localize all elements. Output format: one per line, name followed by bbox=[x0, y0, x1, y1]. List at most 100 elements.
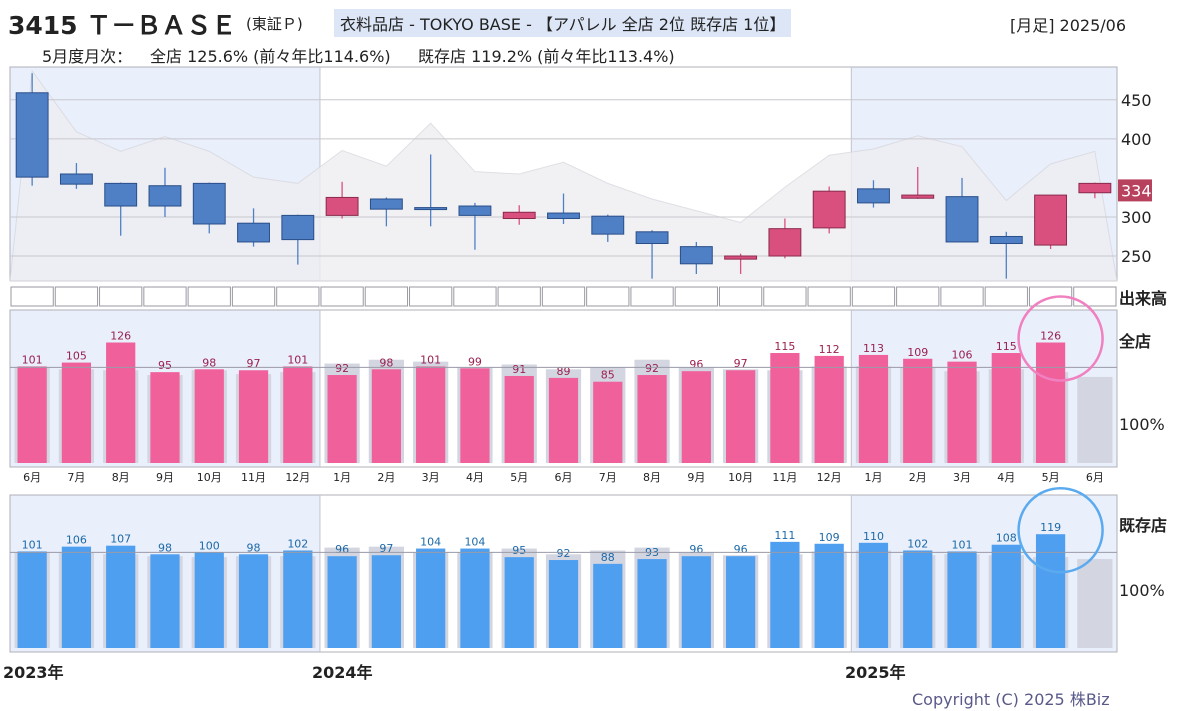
existing-store-value-label: 106 bbox=[66, 534, 87, 547]
industry-tag: 衣料品店 - TOKYO BASE - 【アパレル 全店 2位 既存店 1位】 bbox=[334, 9, 792, 37]
all-store-bar bbox=[903, 358, 933, 463]
all-store-month-label: 8月 bbox=[643, 471, 661, 484]
candle-body bbox=[414, 207, 448, 211]
volume-cell bbox=[763, 286, 807, 307]
all-store-month-label: 8月 bbox=[112, 471, 130, 484]
all-store-month-label: 6月 bbox=[23, 471, 41, 484]
candle-body bbox=[192, 182, 226, 225]
summary-existing-store: 既存店 119.2% (前々年比113.4%) bbox=[418, 47, 675, 66]
exchange-label: (東証Ｐ) bbox=[246, 15, 303, 33]
period-label: [月足] 2025/06 bbox=[1009, 16, 1126, 35]
all-store-bar bbox=[238, 370, 269, 463]
existing-store-value-label: 101 bbox=[22, 538, 43, 551]
all-store-month-label: 6月 bbox=[555, 471, 573, 484]
price-panel: 250 300 400 450 334 bbox=[9, 69, 1152, 282]
shaded-period bbox=[851, 310, 1117, 467]
all-store-month-label: 3月 bbox=[953, 471, 971, 484]
existing-store-bar bbox=[858, 542, 889, 648]
candle-body bbox=[15, 92, 49, 178]
all-store-month-label: 11月 bbox=[241, 471, 266, 484]
candle-body bbox=[281, 214, 315, 241]
candle-body bbox=[148, 185, 182, 207]
all-store-bar bbox=[416, 366, 446, 463]
all-store-month-label: 2月 bbox=[377, 471, 395, 484]
all-store-month-label: 4月 bbox=[466, 471, 484, 484]
existing-store-100-label: 100% bbox=[1119, 581, 1165, 600]
candle-body bbox=[724, 255, 758, 260]
existing-store-bar bbox=[947, 551, 977, 648]
existing-store-bar bbox=[814, 543, 844, 648]
all-store-value-label: 115 bbox=[774, 340, 795, 353]
candle-body bbox=[945, 196, 979, 243]
all-store-bar bbox=[371, 369, 401, 463]
volume-cell bbox=[453, 286, 497, 307]
volume-label: 出来高 bbox=[1119, 289, 1168, 308]
panel-frame bbox=[9, 309, 1118, 468]
existing-store-bar bbox=[416, 548, 446, 648]
existing-store-value-label: 98 bbox=[247, 541, 261, 554]
volume-cell bbox=[630, 286, 674, 307]
existing-store-bar bbox=[283, 550, 313, 648]
all-store-month-label: 4月 bbox=[997, 471, 1015, 484]
all-store-value-label: 97 bbox=[734, 357, 748, 370]
existing-store-value-label: 104 bbox=[420, 536, 441, 549]
candle-body bbox=[104, 182, 138, 207]
existing-store-value-label: 96 bbox=[689, 543, 703, 556]
shaded-period bbox=[851, 495, 1117, 652]
year-label-2023: 2023年 bbox=[3, 663, 64, 682]
all-store-month-label: 9月 bbox=[156, 471, 174, 484]
candle-body bbox=[989, 235, 1023, 245]
all-store-bar bbox=[770, 353, 800, 463]
all-store-month-label: 1月 bbox=[333, 471, 351, 484]
existing-store-bar bbox=[327, 556, 357, 648]
existing-store-value-label: 95 bbox=[512, 544, 526, 557]
existing-store-bar bbox=[903, 550, 933, 648]
volume-cell bbox=[940, 286, 984, 307]
existing-store-bar bbox=[238, 554, 269, 648]
panel-frame bbox=[9, 494, 1118, 653]
all-store-bar bbox=[504, 375, 534, 463]
volume-cell bbox=[99, 286, 143, 307]
all-store-100-label: 100% bbox=[1119, 415, 1165, 434]
all-store-month-label: 12月 bbox=[817, 471, 842, 484]
all-store-highlight-circle bbox=[1017, 295, 1104, 382]
all-store-bar bbox=[106, 342, 136, 463]
all-store-value-label: 89 bbox=[557, 365, 571, 378]
volume-cell bbox=[807, 286, 851, 307]
existing-store-bar bbox=[61, 546, 92, 648]
volume-cell bbox=[409, 286, 453, 307]
year-label-2025: 2025年 bbox=[845, 663, 906, 682]
all-store-month-label: 2月 bbox=[909, 471, 927, 484]
existing-store-value-label: 109 bbox=[819, 531, 840, 544]
all-store-bar bbox=[593, 381, 623, 463]
volume-cell bbox=[10, 286, 54, 307]
all-store-panel-label: 全店 bbox=[1119, 332, 1152, 351]
all-store-value-label: 101 bbox=[420, 353, 441, 366]
all-store-month-label: 6月 bbox=[1086, 471, 1104, 484]
price-tick-label: 400 bbox=[1121, 130, 1152, 149]
candle-body bbox=[857, 188, 890, 204]
existing-store-bar bbox=[991, 544, 1021, 648]
existing-store-bar bbox=[194, 552, 224, 648]
existing-store-bar bbox=[548, 560, 579, 648]
summary-all-store: 全店 125.6% (前々年比114.6%) bbox=[150, 47, 391, 66]
all-store-value-label: 92 bbox=[645, 362, 659, 375]
current-price-badge bbox=[1118, 179, 1152, 202]
all-store-value-label: 101 bbox=[287, 353, 308, 366]
existing-store-value-label: 97 bbox=[379, 542, 393, 555]
existing-store-value-label: 88 bbox=[601, 551, 615, 564]
all-store-month-label: 9月 bbox=[687, 471, 705, 484]
all-store-bar bbox=[283, 366, 313, 463]
all-store-bar bbox=[991, 353, 1021, 463]
all-store-value-label: 92 bbox=[335, 362, 349, 375]
all-store-value-label: 115 bbox=[996, 340, 1017, 353]
all-store-value-label: 99 bbox=[468, 355, 482, 368]
all-store-value-label: 113 bbox=[863, 342, 884, 355]
existing-store-bar bbox=[726, 556, 756, 648]
price-tick-label: 250 bbox=[1121, 247, 1152, 266]
all-store-value-label: 95 bbox=[158, 359, 172, 372]
all-store-value-label: 105 bbox=[66, 350, 87, 363]
existing-store-value-label: 98 bbox=[158, 541, 172, 554]
all-store-bar bbox=[858, 354, 889, 463]
